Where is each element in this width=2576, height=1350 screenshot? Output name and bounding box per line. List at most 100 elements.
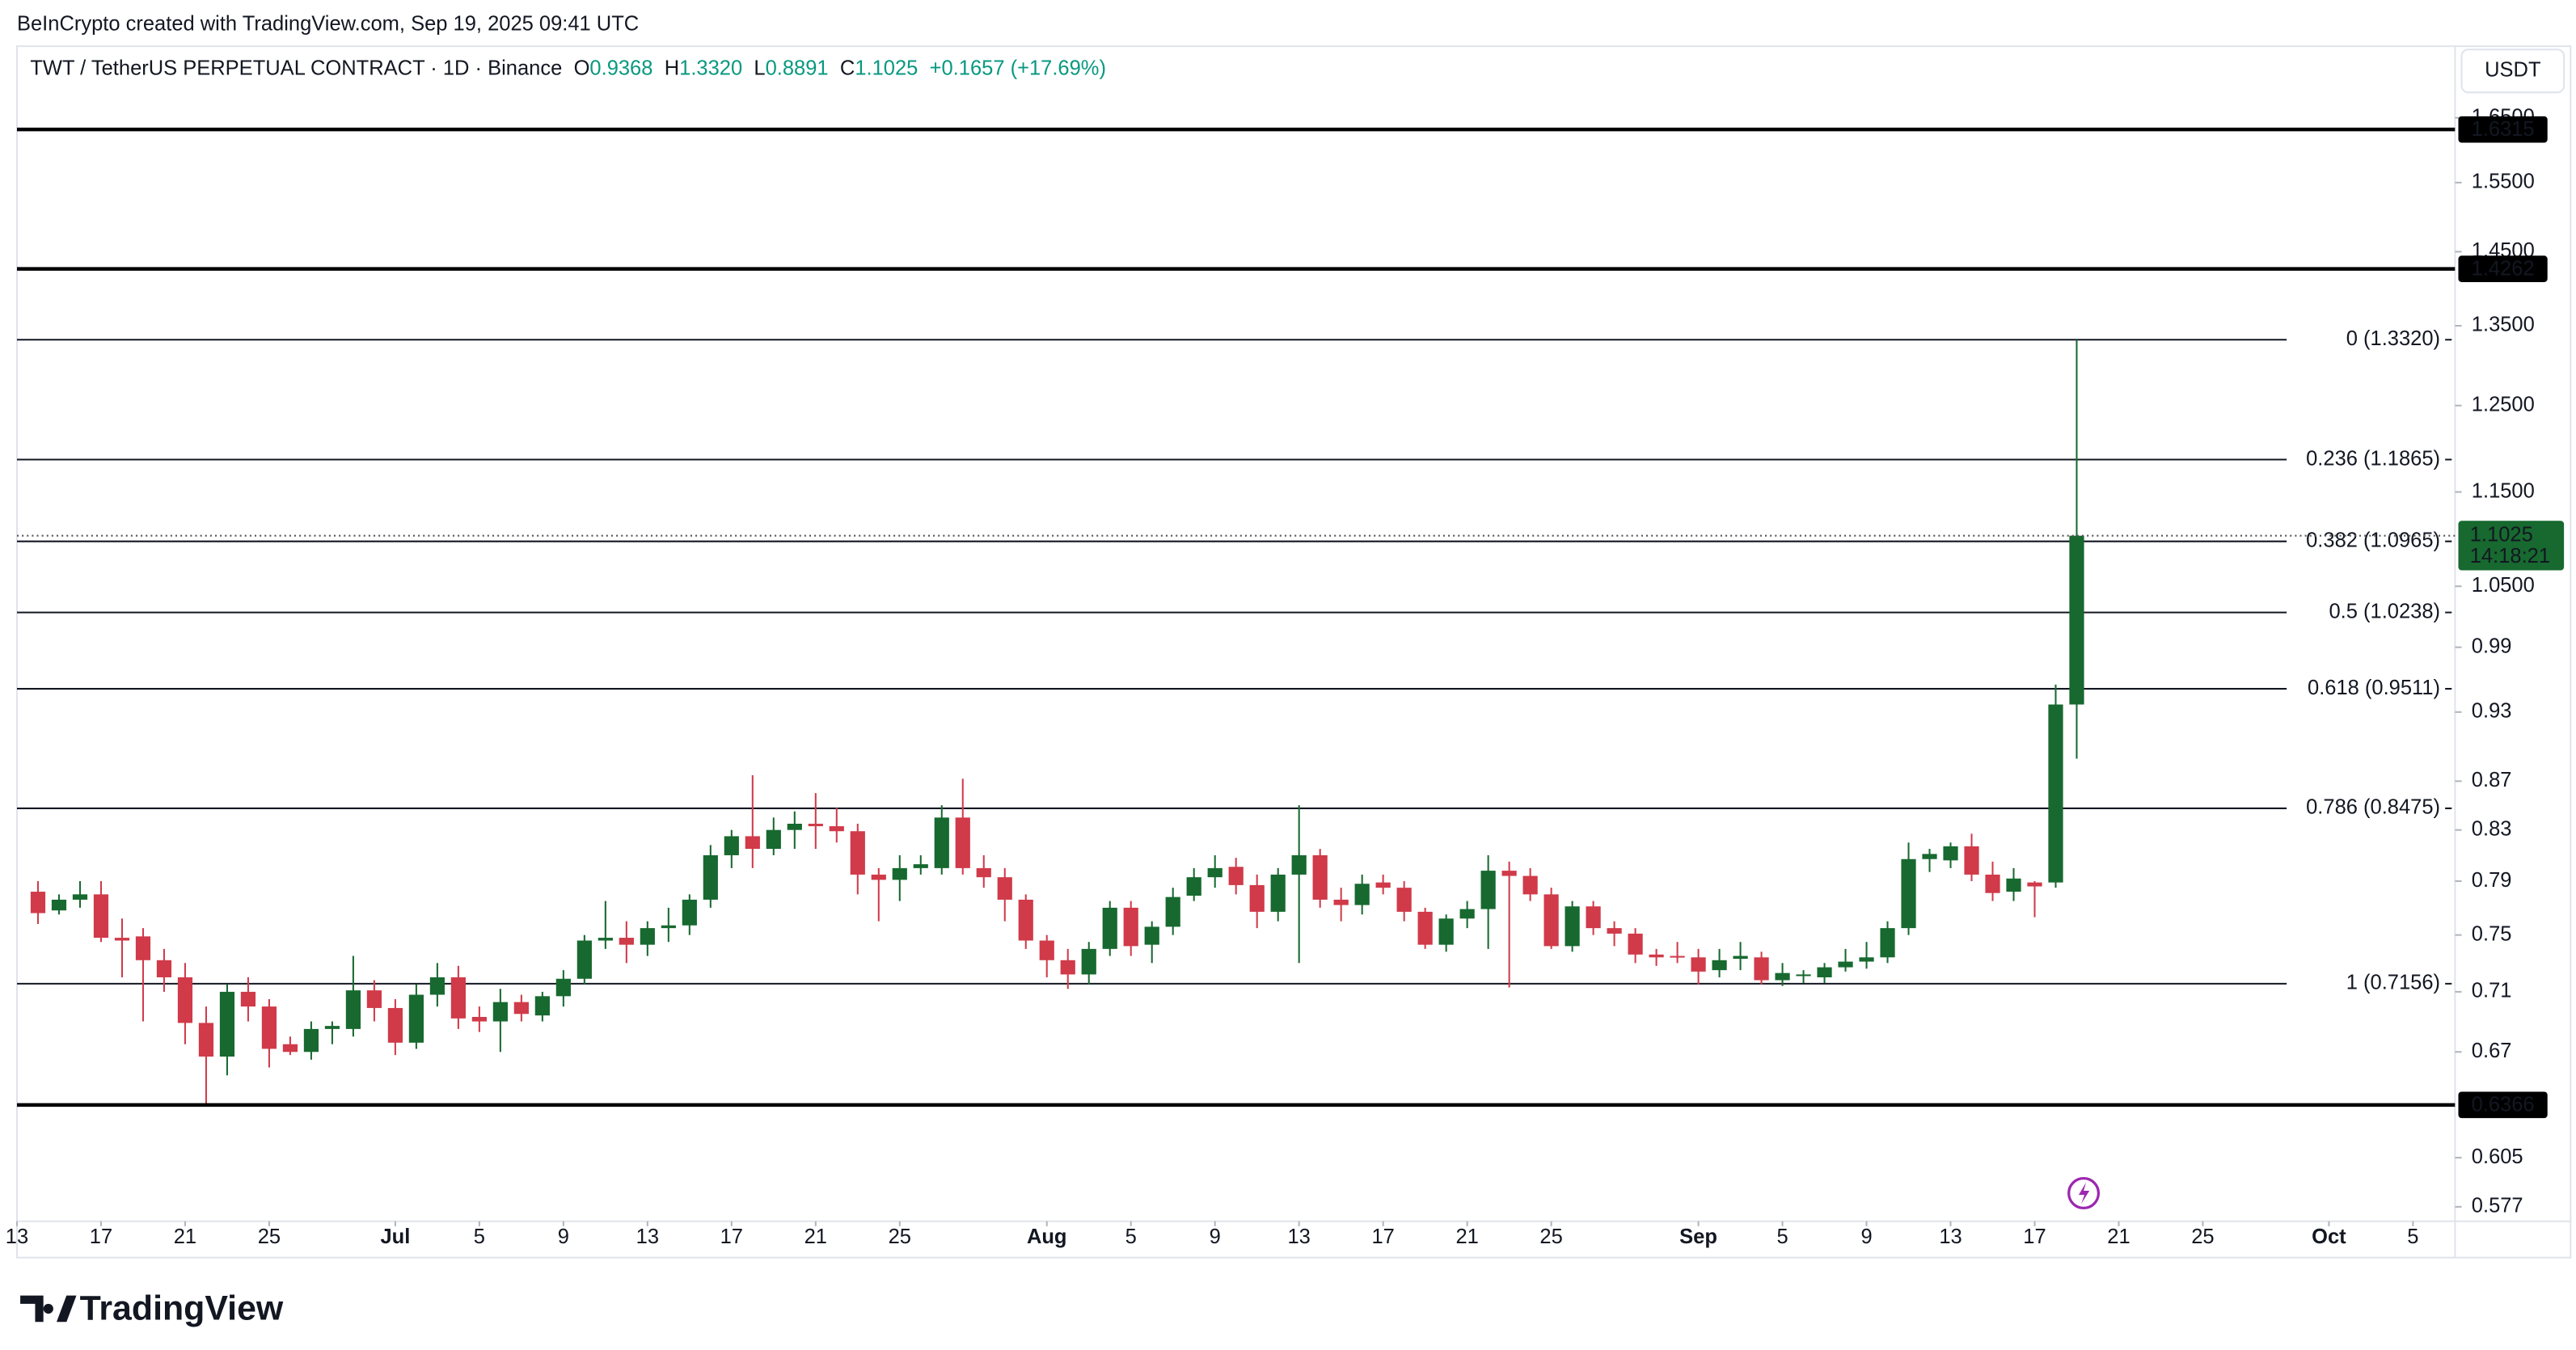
symbol-title: TWT / TetherUS PERPETUAL CONTRACT · 1D ·… — [30, 57, 562, 79]
candle-body — [261, 1006, 277, 1049]
last-price-box — [2458, 521, 2565, 571]
candle-body — [513, 1002, 529, 1015]
candle-body — [1249, 884, 1265, 912]
candle-body — [135, 936, 151, 960]
candle-body — [1922, 854, 1937, 859]
hline-label: 0.6366 — [2472, 1094, 2535, 1116]
y-tick-label: 1.3500 — [2472, 314, 2535, 336]
x-tick-label: Oct — [2312, 1226, 2346, 1248]
event-bolt[interactable] — [2078, 1182, 2090, 1204]
x-tick-label: 21 — [804, 1226, 827, 1248]
candle-body — [1901, 859, 1916, 929]
candle-body — [1607, 928, 1622, 934]
candle-body — [345, 990, 361, 1029]
x-tick-label: 25 — [2191, 1226, 2214, 1248]
candle-body — [808, 823, 823, 827]
chart-frame — [15, 45, 2572, 1259]
candle-body — [1270, 874, 1286, 912]
credit: BeInCrypto created with TradingView.com,… — [17, 12, 639, 35]
candle-body — [640, 928, 655, 945]
candle-body — [1586, 906, 1601, 929]
candle-body — [1102, 907, 1117, 949]
ohlc-prefix: H — [665, 57, 679, 79]
y-tick-label: 0.75 — [2472, 922, 2512, 945]
ohlc-value: 0.8891 — [766, 57, 829, 79]
logo: TradingView — [20, 1289, 284, 1327]
candle-body — [1649, 954, 1664, 958]
y-tick-label: 0.79 — [2472, 869, 2512, 892]
candle-body — [619, 938, 634, 945]
x-tick-label: 5 — [1125, 1226, 1137, 1248]
ohlc-prefix: L — [754, 57, 765, 79]
candle-body — [913, 864, 928, 868]
candle-body — [366, 990, 382, 1008]
candle-body — [997, 877, 1012, 900]
candle-body — [408, 994, 424, 1043]
fib-label: 0 (1.3320) — [2346, 327, 2440, 350]
axes: 1.65001.55001.45001.35001.25001.15001.05… — [6, 105, 2565, 1248]
ohlc-prefix: O — [574, 57, 590, 79]
fib-label: 0.382 (1.0965) — [2306, 529, 2440, 551]
candle-body — [1880, 928, 1895, 958]
candle-body — [1123, 907, 1138, 947]
logo-mark — [20, 1295, 77, 1323]
candle-body — [1081, 948, 1096, 975]
candle-body — [703, 854, 718, 900]
fib-label: 0.618 (0.9511) — [2308, 677, 2440, 699]
currency-button[interactable] — [2460, 49, 2565, 94]
candle-body — [2006, 878, 2021, 892]
candle-body — [1417, 911, 1433, 945]
candle-body — [198, 1023, 214, 1057]
currency[interactable]: USDT — [2485, 59, 2540, 82]
x-tick-label: 9 — [1860, 1226, 1872, 1248]
candle-body — [156, 960, 172, 977]
candle-body — [1018, 899, 1033, 941]
candle-body — [661, 925, 676, 929]
candle-body — [1165, 896, 1180, 927]
ohlc-value: 1.1025 — [855, 57, 918, 79]
candle-body — [1670, 956, 1685, 958]
candle-body — [1291, 854, 1307, 875]
candle-body — [1354, 884, 1370, 905]
x-tick-label: Jul — [380, 1226, 410, 1248]
candle-body — [1501, 871, 1517, 876]
logo-text: TradingView — [80, 1289, 284, 1327]
candle-body — [1859, 957, 1874, 962]
event-icon[interactable] — [2067, 1177, 2101, 1210]
candle-body — [1691, 957, 1706, 972]
candle-body — [324, 1026, 340, 1029]
candle-body — [1775, 972, 1790, 981]
countdown: 14:18:21 — [2470, 545, 2550, 567]
candle-body — [1543, 894, 1559, 947]
candle-body — [1943, 846, 1958, 861]
candle-body — [1754, 957, 1769, 981]
candle-body — [976, 867, 991, 878]
hline-label: 1.6315 — [2472, 118, 2535, 141]
y-tick-label: 0.577 — [2472, 1195, 2523, 1217]
y-tick-label: 0.605 — [2472, 1145, 2523, 1168]
x-tick-label: 17 — [2023, 1226, 2046, 1248]
candle-body — [450, 977, 466, 1019]
candle-body — [1060, 960, 1075, 975]
candle-body — [598, 938, 613, 941]
x-tick-label: Sep — [1679, 1226, 1717, 1248]
legend-line: TWT / TetherUS PERPETUAL CONTRACT · 1D ·… — [30, 57, 1106, 79]
candle-body — [1312, 854, 1328, 900]
candle-body — [1964, 846, 1979, 875]
hline-label-box — [2458, 255, 2548, 282]
candle-body — [534, 996, 550, 1016]
fib-label: 0.236 (1.1865) — [2306, 447, 2440, 470]
candle-body — [282, 1044, 298, 1053]
candle-body — [2027, 882, 2042, 887]
candle-body — [829, 826, 844, 832]
candle-body — [1144, 926, 1159, 945]
candle-body — [240, 991, 256, 1007]
y-tick-label: 0.83 — [2472, 817, 2512, 840]
y-tick-label: 1.0500 — [2472, 574, 2535, 597]
candle-body — [2048, 704, 2063, 883]
x-tick-label: 13 — [636, 1226, 659, 1248]
change: +0.1657 (+17.69%) — [930, 57, 1106, 79]
